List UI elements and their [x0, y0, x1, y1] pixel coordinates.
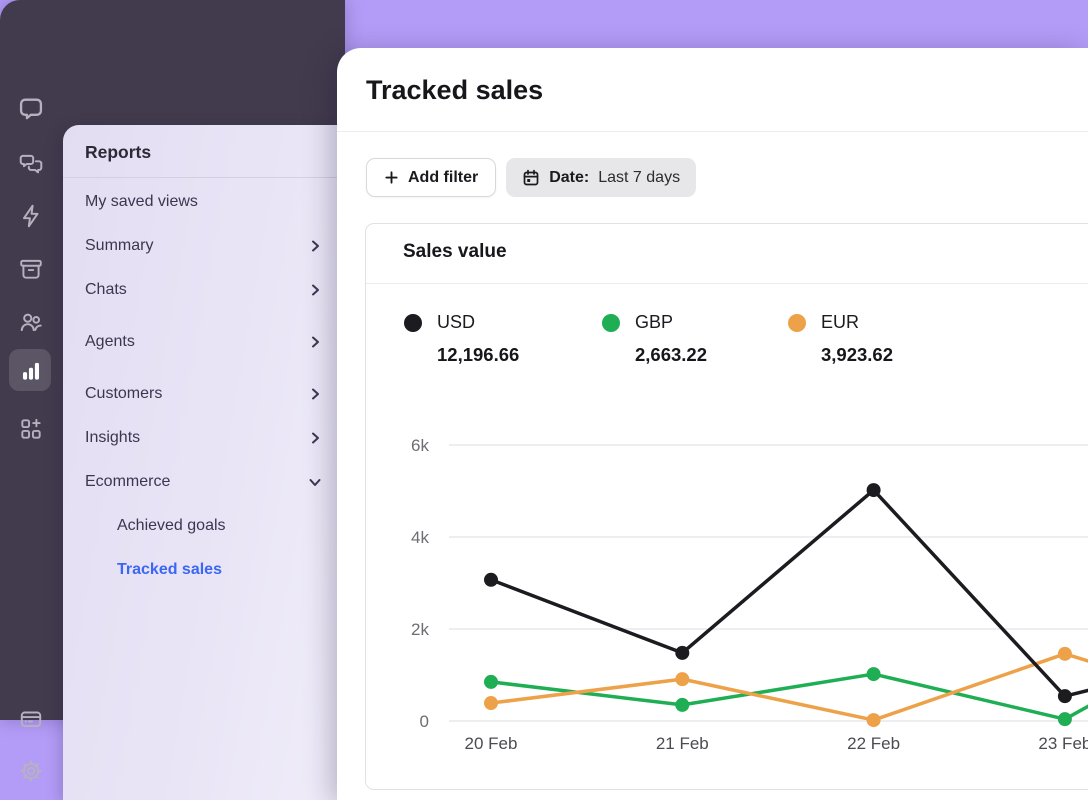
- icon-rail: [0, 0, 63, 782]
- team-icon[interactable]: [18, 309, 44, 335]
- sales-line-chart[interactable]: 0 2k 4k 6k 20 Feb 21 Feb 22 Feb 23 Feb: [366, 411, 1088, 783]
- nav-item-ecommerce[interactable]: Ecommerce: [63, 467, 337, 497]
- svg-text:0: 0: [420, 712, 429, 731]
- reports-nav-panel: Reports My saved views Summary Chats Age…: [63, 125, 337, 800]
- svg-text:23 Feb: 23 Feb: [1038, 734, 1088, 753]
- automation-icon[interactable]: [18, 203, 44, 229]
- svg-text:4k: 4k: [411, 528, 429, 547]
- chevron-right-icon: [307, 238, 323, 254]
- date-filter-value: Last 7 days: [598, 168, 681, 186]
- nav-item-tracked-sales[interactable]: Tracked sales: [117, 561, 222, 578]
- nav-item-achieved-goals[interactable]: Achieved goals: [117, 517, 226, 534]
- sales-value-card: Sales value USD 12,196.66 GBP 2,663.22: [365, 223, 1088, 790]
- nav-item-insights[interactable]: Insights: [63, 423, 337, 453]
- legend-item-eur: EUR 3,923.62: [788, 312, 893, 366]
- gbp-legend-label: GBP: [635, 312, 674, 332]
- eur-legend-dot: [788, 313, 806, 332]
- reports-icon[interactable]: [18, 358, 44, 384]
- date-filter-chip[interactable]: Date: Last 7 days: [506, 158, 697, 197]
- date-filter-label: Date:: [549, 168, 590, 186]
- header-divider: [337, 131, 1088, 132]
- plus-icon: [384, 170, 399, 185]
- add-filter-button[interactable]: Add filter: [366, 158, 497, 197]
- calendar-icon: [522, 169, 540, 187]
- eur-legend-label: EUR: [821, 312, 860, 332]
- chats-icon[interactable]: [18, 151, 44, 177]
- nav-item-summary[interactable]: Summary: [63, 231, 337, 261]
- nav-divider: [63, 177, 337, 178]
- chevron-right-icon: [307, 334, 323, 350]
- svg-text:2k: 2k: [411, 620, 429, 639]
- settings-icon[interactable]: [18, 758, 44, 784]
- legend-item-usd: USD 12,196.66: [404, 312, 519, 366]
- chevron-right-icon: [307, 282, 323, 298]
- archives-icon[interactable]: [18, 256, 44, 282]
- svg-text:22 Feb: 22 Feb: [847, 734, 900, 753]
- nav-title: Reports: [85, 142, 152, 162]
- gbp-legend-value: 2,663.22: [635, 344, 708, 365]
- nav-item-customers[interactable]: Customers: [63, 379, 337, 409]
- apps-icon[interactable]: [18, 416, 44, 442]
- chevron-right-icon: [307, 430, 323, 446]
- svg-text:6k: 6k: [411, 436, 429, 455]
- card-header: Sales value: [366, 224, 1088, 284]
- gbp-legend-dot: [602, 313, 620, 332]
- filter-bar: Add filter Date: Last 7 days: [366, 158, 697, 197]
- usd-legend-label: USD: [437, 312, 476, 332]
- nav-item-my-saved-views[interactable]: My saved views: [85, 193, 198, 210]
- chevron-down-icon: [307, 474, 323, 490]
- billing-icon[interactable]: [18, 706, 44, 732]
- svg-text:21 Feb: 21 Feb: [656, 734, 709, 753]
- eur-legend-value: 3,923.62: [821, 344, 894, 365]
- main-content: Tracked sales Add filter Date: Last: [337, 48, 1088, 800]
- card-title: Sales value: [403, 241, 507, 262]
- chevron-right-icon: [307, 386, 323, 402]
- usd-legend-value: 12,196.66: [437, 344, 520, 365]
- nav-item-agents[interactable]: Agents: [63, 327, 337, 357]
- nav-item-chats[interactable]: Chats: [63, 275, 337, 305]
- page-title: Tracked sales: [366, 75, 544, 105]
- legend-item-gbp: GBP 2,663.22: [602, 312, 707, 366]
- usd-legend-dot: [404, 313, 422, 332]
- svg-text:20 Feb: 20 Feb: [465, 734, 518, 753]
- livechat-logo[interactable]: [17, 95, 45, 123]
